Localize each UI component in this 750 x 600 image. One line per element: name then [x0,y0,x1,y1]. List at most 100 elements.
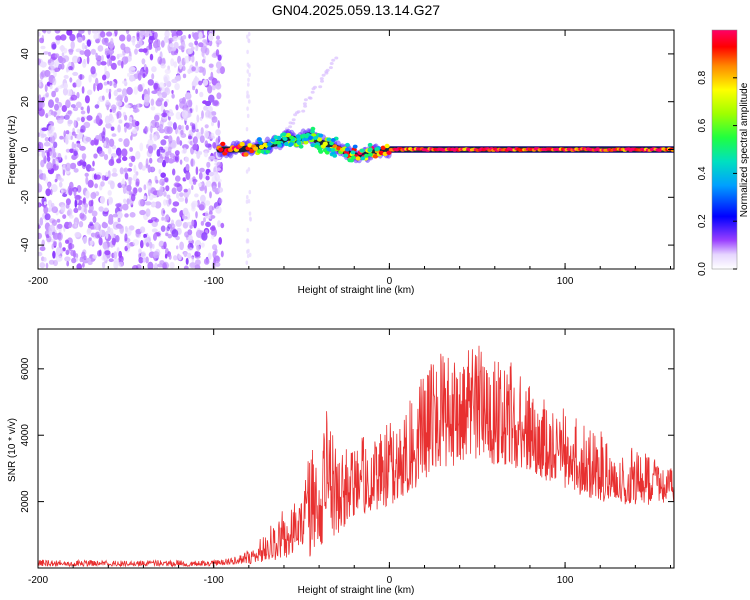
noise-speck [68,214,74,219]
noise-speck [173,255,178,261]
noise-speck [147,87,150,97]
noise-speck [110,37,114,45]
colorbar-tick-label: 0.2 [697,214,708,228]
noise-speck [52,240,58,246]
noise-speck [213,171,217,176]
noise-speck [100,181,105,187]
noise-speck [296,110,301,114]
noise-speck [148,30,152,34]
noise-speck [192,143,198,151]
noise-speck [159,178,166,186]
noise-speck [196,244,201,251]
noise-speck [158,169,162,175]
noise-speck [82,198,86,204]
noise-speck [59,135,64,140]
noise-speck [76,185,82,193]
noise-speck [245,169,249,174]
noise-speck [92,254,98,259]
noise-speck [164,30,170,38]
ridge-blob [326,137,332,142]
noise-speck [93,33,99,40]
noise-speck [164,253,168,259]
ridge-blob [249,148,255,154]
noise-speck [142,48,148,53]
noise-speck [150,98,155,106]
noise-speck [160,40,165,48]
ridge-blob [352,144,358,149]
noise-speck [38,31,41,37]
noise-speck [291,121,296,125]
noise-speck [132,128,138,135]
ridge-blob [296,141,302,146]
noise-speck [109,80,113,87]
noise-speck [38,169,43,175]
noise-speck [310,90,315,94]
noise-speck [175,111,182,120]
ridge-blob [303,137,309,142]
noise-speck [215,82,222,90]
noise-speck [212,99,219,106]
ridge-blob [329,141,334,146]
noise-speck [48,259,55,265]
noise-speck [153,262,159,269]
ridge-blob [330,138,336,142]
noise-speck [149,53,154,61]
noise-speck [124,172,129,180]
noise-speck [131,193,136,202]
noise-speck [151,66,157,73]
noise-speck [89,167,95,172]
noise-speck [138,48,145,53]
noise-speck [217,54,222,61]
noise-speck [68,110,73,115]
noise-speck [216,42,220,48]
noise-speck [62,87,68,96]
noise-speck [55,97,59,103]
ridge-blob [258,144,265,150]
noise-speck [73,150,78,156]
noise-speck [145,158,149,167]
noise-speck [87,260,93,266]
noise-speck [125,104,131,109]
noise-speck [194,40,199,46]
noise-speck [151,228,158,233]
ridge-blob [343,153,349,158]
noise-speck [169,261,175,269]
noise-speck [208,39,213,47]
noise-speck [74,194,81,200]
noise-speck [101,261,106,269]
noise-speck [121,60,124,69]
noise-speck [70,94,78,101]
noise-speck [170,58,175,67]
noise-speck [118,261,124,268]
noise-speck [248,211,252,216]
noise-speck [95,77,99,87]
noise-speck [85,136,92,142]
noise-speck [155,179,159,184]
noise-speck [140,240,144,249]
noise-speck [38,144,42,153]
noise-speck [189,262,196,269]
noise-speck [48,99,54,108]
noise-speck [179,159,183,165]
noise-speck [93,153,98,159]
ridge-blob [266,146,272,151]
noise-speck [68,66,73,71]
noise-speck [69,148,74,154]
noise-speck [108,138,115,147]
noise-speck [38,184,43,193]
noise-speck [216,68,221,74]
ridge-blob [270,138,276,143]
noise-speck [176,30,183,36]
noise-speck [43,51,49,55]
noise-speck [40,159,45,168]
noise-speck [117,53,124,58]
noise-speck [116,225,124,230]
noise-speck [121,148,128,157]
noise-speck [66,260,70,267]
ridge-blob [220,141,226,147]
noise-speck [116,158,122,164]
noise-speck [188,99,193,108]
noise-speck [184,197,188,204]
noise-speck [173,61,177,68]
noise-speck [45,188,51,197]
